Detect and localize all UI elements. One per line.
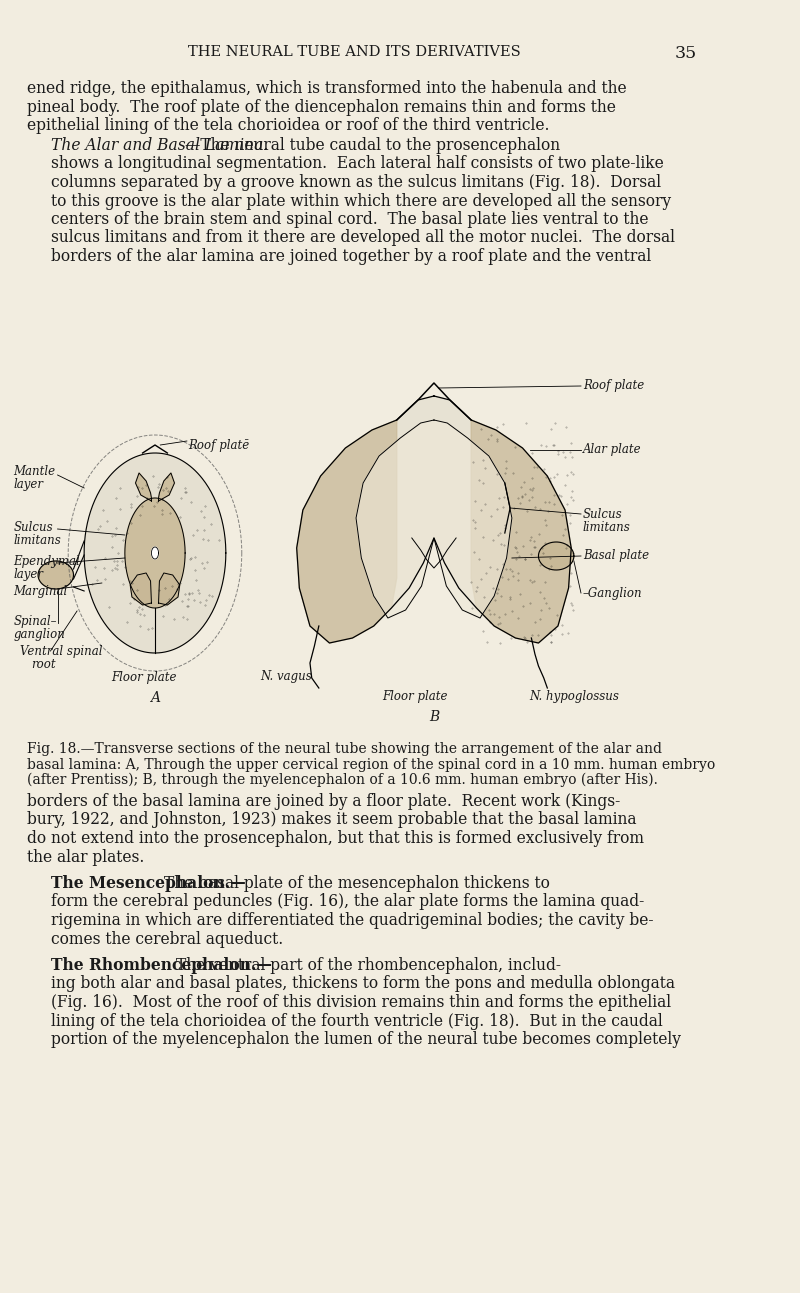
Text: Basal plate: Basal plate [582, 550, 649, 562]
Text: limitans: limitans [582, 521, 630, 534]
Text: The ventral part of the rhombencephalon, includ-: The ventral part of the rhombencephalon,… [176, 957, 562, 974]
Text: Roof platē: Roof platē [189, 440, 250, 453]
Text: epithelial lining of the tela chorioidea or roof of the third ventricle.: epithelial lining of the tela chorioidea… [26, 116, 549, 134]
Text: layer: layer [14, 568, 43, 581]
Text: to this groove is the alar plate within which there are developed all the sensor: to this groove is the alar plate within … [51, 193, 671, 209]
Text: A: A [150, 690, 160, 705]
Text: (after Prentiss); B, through the myelencephalon of a 10.6 mm. human embryo (afte: (after Prentiss); B, through the myelenc… [26, 773, 658, 787]
Polygon shape [158, 573, 180, 605]
Text: comes the cerebral aqueduct.: comes the cerebral aqueduct. [51, 931, 284, 948]
Text: N. hypoglossus: N. hypoglossus [530, 690, 619, 703]
Polygon shape [471, 420, 571, 643]
Text: Floor plate: Floor plate [112, 671, 177, 684]
Text: Roof plate: Roof plate [582, 380, 644, 393]
Text: borders of the alar lamina are joined together by a roof plate and the ventral: borders of the alar lamina are joined to… [51, 248, 652, 265]
Text: ing both alar and basal plates, thickens to form the pons and medulla oblongata: ing both alar and basal plates, thickens… [51, 975, 675, 993]
Polygon shape [135, 473, 151, 500]
Text: lining of the tela chorioidea of the fourth ventricle (Fig. 18).  But in the cau: lining of the tela chorioidea of the fou… [51, 1012, 663, 1029]
Text: THE NEURAL TUBE AND ITS DERIVATIVES: THE NEURAL TUBE AND ITS DERIVATIVES [188, 45, 521, 59]
Text: The Rhombencephalon.—: The Rhombencephalon.— [51, 957, 272, 974]
Polygon shape [538, 542, 574, 570]
Text: limitans: limitans [14, 534, 61, 547]
Text: ganglion: ganglion [14, 628, 65, 641]
Polygon shape [297, 420, 397, 643]
Text: Alar plate: Alar plate [582, 443, 642, 456]
Text: The Mesencephalon.—: The Mesencephalon.— [51, 875, 246, 892]
Text: Ventral spinal: Ventral spinal [20, 645, 103, 658]
Text: Floor plate: Floor plate [382, 690, 447, 703]
Text: do not extend into the prosencephalon, but that this is formed exclusively from: do not extend into the prosencephalon, b… [26, 830, 643, 847]
Text: the alar plates.: the alar plates. [26, 848, 144, 865]
Text: The basal plate of the mesencephalon thickens to: The basal plate of the mesencephalon thi… [165, 875, 550, 892]
Text: —The neural tube caudal to the prosencephalon: —The neural tube caudal to the prosencep… [186, 137, 561, 154]
Text: Ependymal: Ependymal [14, 555, 80, 568]
Text: pineal body.  The roof plate of the diencephalon remains thin and forms the: pineal body. The roof plate of the dienc… [26, 98, 615, 115]
Polygon shape [158, 473, 174, 500]
Text: Sulcus: Sulcus [582, 508, 622, 521]
Text: (Fig. 16).  Most of the roof of this division remains thin and forms the epithel: (Fig. 16). Most of the roof of this divi… [51, 994, 671, 1011]
Text: Sulcus: Sulcus [14, 521, 53, 534]
Text: Spinal–: Spinal– [14, 615, 57, 628]
Text: portion of the myelencephalon the lumen of the neural tube becomes completely: portion of the myelencephalon the lumen … [51, 1031, 682, 1049]
Text: 35: 35 [675, 45, 697, 62]
Polygon shape [356, 420, 512, 618]
Text: sulcus limitans and from it there are developed all the motor nuclei.  The dorsa: sulcus limitans and from it there are de… [51, 229, 675, 247]
Text: Fig. 18.—Transverse sections of the neural tube showing the arrangement of the a: Fig. 18.—Transverse sections of the neur… [26, 742, 662, 756]
Text: The Alar and Basal Lamina.: The Alar and Basal Lamina. [51, 137, 269, 154]
Text: borders of the basal lamina are joined by a floor plate.  Recent work (Kings-: borders of the basal lamina are joined b… [26, 793, 620, 809]
Polygon shape [84, 453, 226, 653]
Polygon shape [297, 396, 571, 643]
Text: Marginal: Marginal [14, 584, 67, 597]
Text: –Ganglion: –Ganglion [582, 587, 642, 600]
Polygon shape [125, 498, 185, 608]
Text: columns separated by a groove known as the sulcus limitans (Fig. 18).  Dorsal: columns separated by a groove known as t… [51, 175, 662, 191]
Polygon shape [38, 561, 74, 590]
Text: centers of the brain stem and spinal cord.  The basal plate lies ventral to the: centers of the brain stem and spinal cor… [51, 211, 649, 228]
Polygon shape [130, 573, 151, 605]
Text: bury, 1922, and Johnston, 1923) makes it seem probable that the basal lamina: bury, 1922, and Johnston, 1923) makes it… [26, 812, 636, 829]
Text: Mantle: Mantle [14, 465, 55, 478]
Polygon shape [151, 547, 158, 559]
Text: basal lamina: A, Through the upper cervical region of the spinal cord in a 10 mm: basal lamina: A, Through the upper cervi… [26, 758, 715, 772]
Text: rigemina in which are differentiated the quadrigeminal bodies; the cavity be-: rigemina in which are differentiated the… [51, 912, 654, 928]
Text: layer: layer [14, 478, 43, 491]
Text: root: root [31, 658, 56, 671]
Text: N. vagus: N. vagus [260, 670, 312, 683]
Text: ened ridge, the epithalamus, which is transformed into the habenula and the: ened ridge, the epithalamus, which is tr… [26, 80, 626, 97]
Text: shows a longitudinal segmentation.  Each lateral half consists of two plate-like: shows a longitudinal segmentation. Each … [51, 155, 664, 172]
Text: form the cerebral peduncles (Fig. 16), the alar plate forms the lamina quad-: form the cerebral peduncles (Fig. 16), t… [51, 893, 645, 910]
Text: B: B [429, 710, 439, 724]
